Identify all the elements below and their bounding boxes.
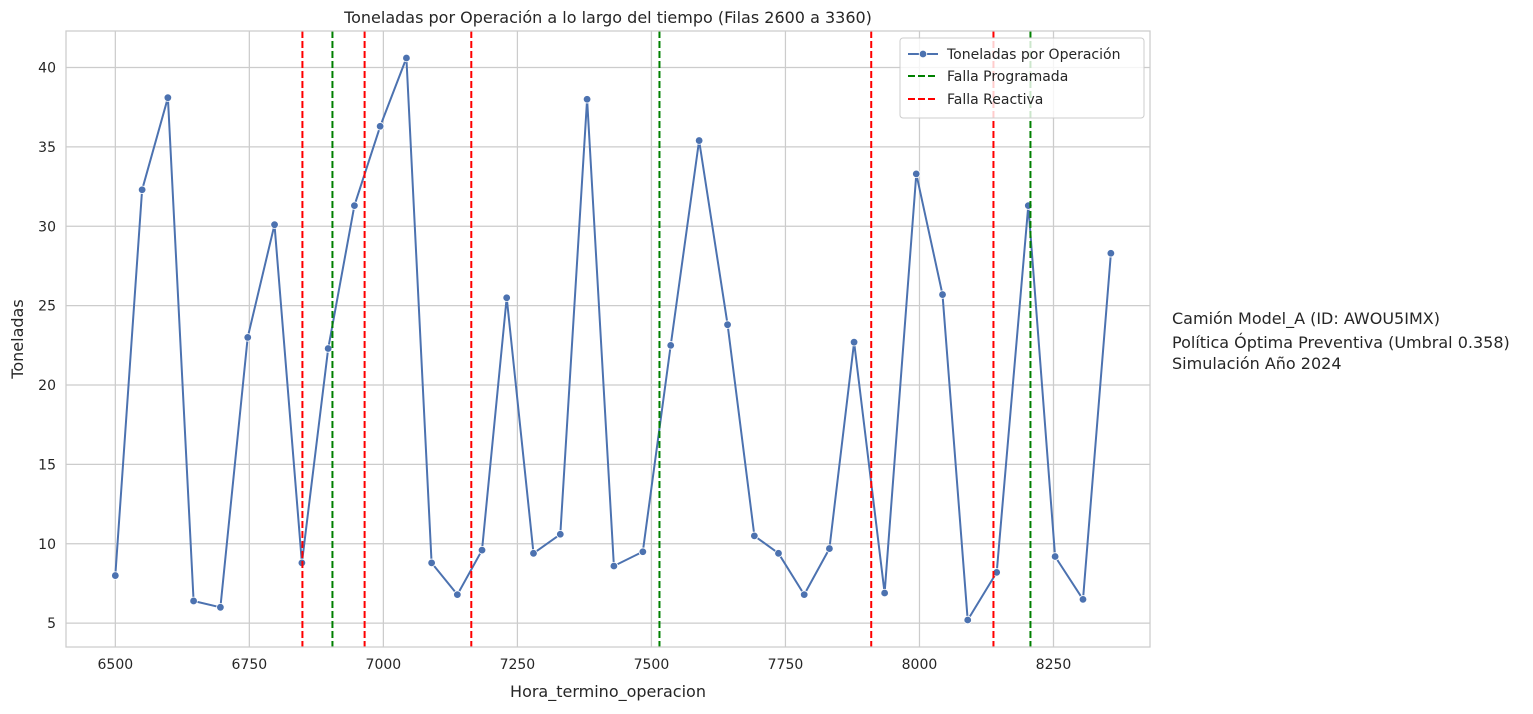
data-point: [849, 337, 859, 347]
data-point: [638, 547, 648, 556]
data-point: [666, 341, 675, 350]
x-tick-label: 6750: [232, 657, 268, 673]
chart-title: Toneladas por Operación a lo largo del t…: [343, 8, 872, 27]
data-point: [1050, 552, 1060, 561]
data-point: [556, 530, 565, 539]
y-tick-label: 15: [38, 457, 56, 473]
data-point: [402, 53, 411, 63]
data-point: [912, 169, 921, 179]
x-tick-label: 7750: [768, 657, 804, 673]
data-point: [1078, 595, 1088, 604]
legend: Toneladas por Operación Falla Programada…: [899, 37, 1145, 119]
data-point: [800, 590, 809, 599]
y-tick-label: 35: [38, 140, 56, 156]
annotation-line-simulation: Simulación Año 2024: [1172, 354, 1342, 373]
data-point: [477, 545, 487, 555]
x-tick-label: 7500: [634, 657, 670, 673]
data-point: [453, 590, 462, 599]
data-point: [502, 293, 511, 302]
data-point: [427, 558, 436, 568]
data-point: [243, 333, 252, 342]
legend-label-falla-programada: Falla Programada: [947, 69, 1068, 85]
x-tick-label: 8250: [1036, 657, 1072, 673]
data-point: [323, 344, 333, 353]
y-tick-label: 10: [38, 537, 56, 553]
y-axis-label: Toneladas: [8, 299, 27, 379]
data-point: [609, 561, 619, 571]
y-tick-label: 25: [38, 299, 56, 315]
data-point: [350, 201, 359, 210]
data-point: [723, 320, 732, 329]
annotation-line-truck: Camión Model_A (ID: AWOU5IMX): [1172, 309, 1440, 329]
legend-marker-series-dot: [918, 49, 928, 59]
legend-label-falla-reactiva: Falla Reactiva: [947, 92, 1043, 108]
data-point: [163, 93, 173, 102]
data-point: [938, 290, 947, 299]
data-point: [963, 615, 972, 625]
data-point: [825, 544, 834, 553]
annotation-line-policy: Política Óptima Preventiva (Umbral 0.358…: [1172, 333, 1510, 352]
side-annotation: Camión Model_A (ID: AWOU5IMX) Política Ó…: [1172, 309, 1510, 373]
data-point: [750, 531, 759, 541]
series-layer: [111, 31, 1116, 647]
series-line: [114, 57, 1112, 621]
data-point: [111, 571, 120, 580]
y-tick-label: 30: [38, 219, 56, 235]
x-tick-label: 7250: [500, 657, 536, 673]
data-point: [189, 596, 198, 606]
y-tick-label: 40: [38, 61, 56, 77]
legend-box: [899, 37, 1145, 119]
x-tick-label: 6500: [98, 657, 134, 673]
data-point: [694, 136, 704, 145]
legend-label-series: Toneladas por Operación: [946, 47, 1120, 63]
data-point: [137, 185, 147, 194]
y-tick-label: 20: [38, 378, 56, 394]
data-point: [774, 549, 783, 558]
data-point: [529, 549, 538, 558]
plot-frame: [65, 30, 1151, 648]
data-point: [270, 220, 279, 229]
data-point: [880, 588, 889, 598]
tick-labels-layer: 6500 6750 7000 7250 7500 7750 8000 8250 5 10 15 20 2…: [38, 61, 1071, 673]
x-tick-label: 7000: [366, 657, 402, 673]
x-tick-label: 8000: [902, 657, 938, 673]
data-point: [375, 122, 385, 131]
data-point: [216, 603, 225, 612]
y-tick-label: 5: [47, 616, 56, 632]
x-axis-label: Hora_termino_operacion: [510, 682, 706, 702]
data-point: [1106, 249, 1116, 258]
data-point: [582, 95, 592, 104]
